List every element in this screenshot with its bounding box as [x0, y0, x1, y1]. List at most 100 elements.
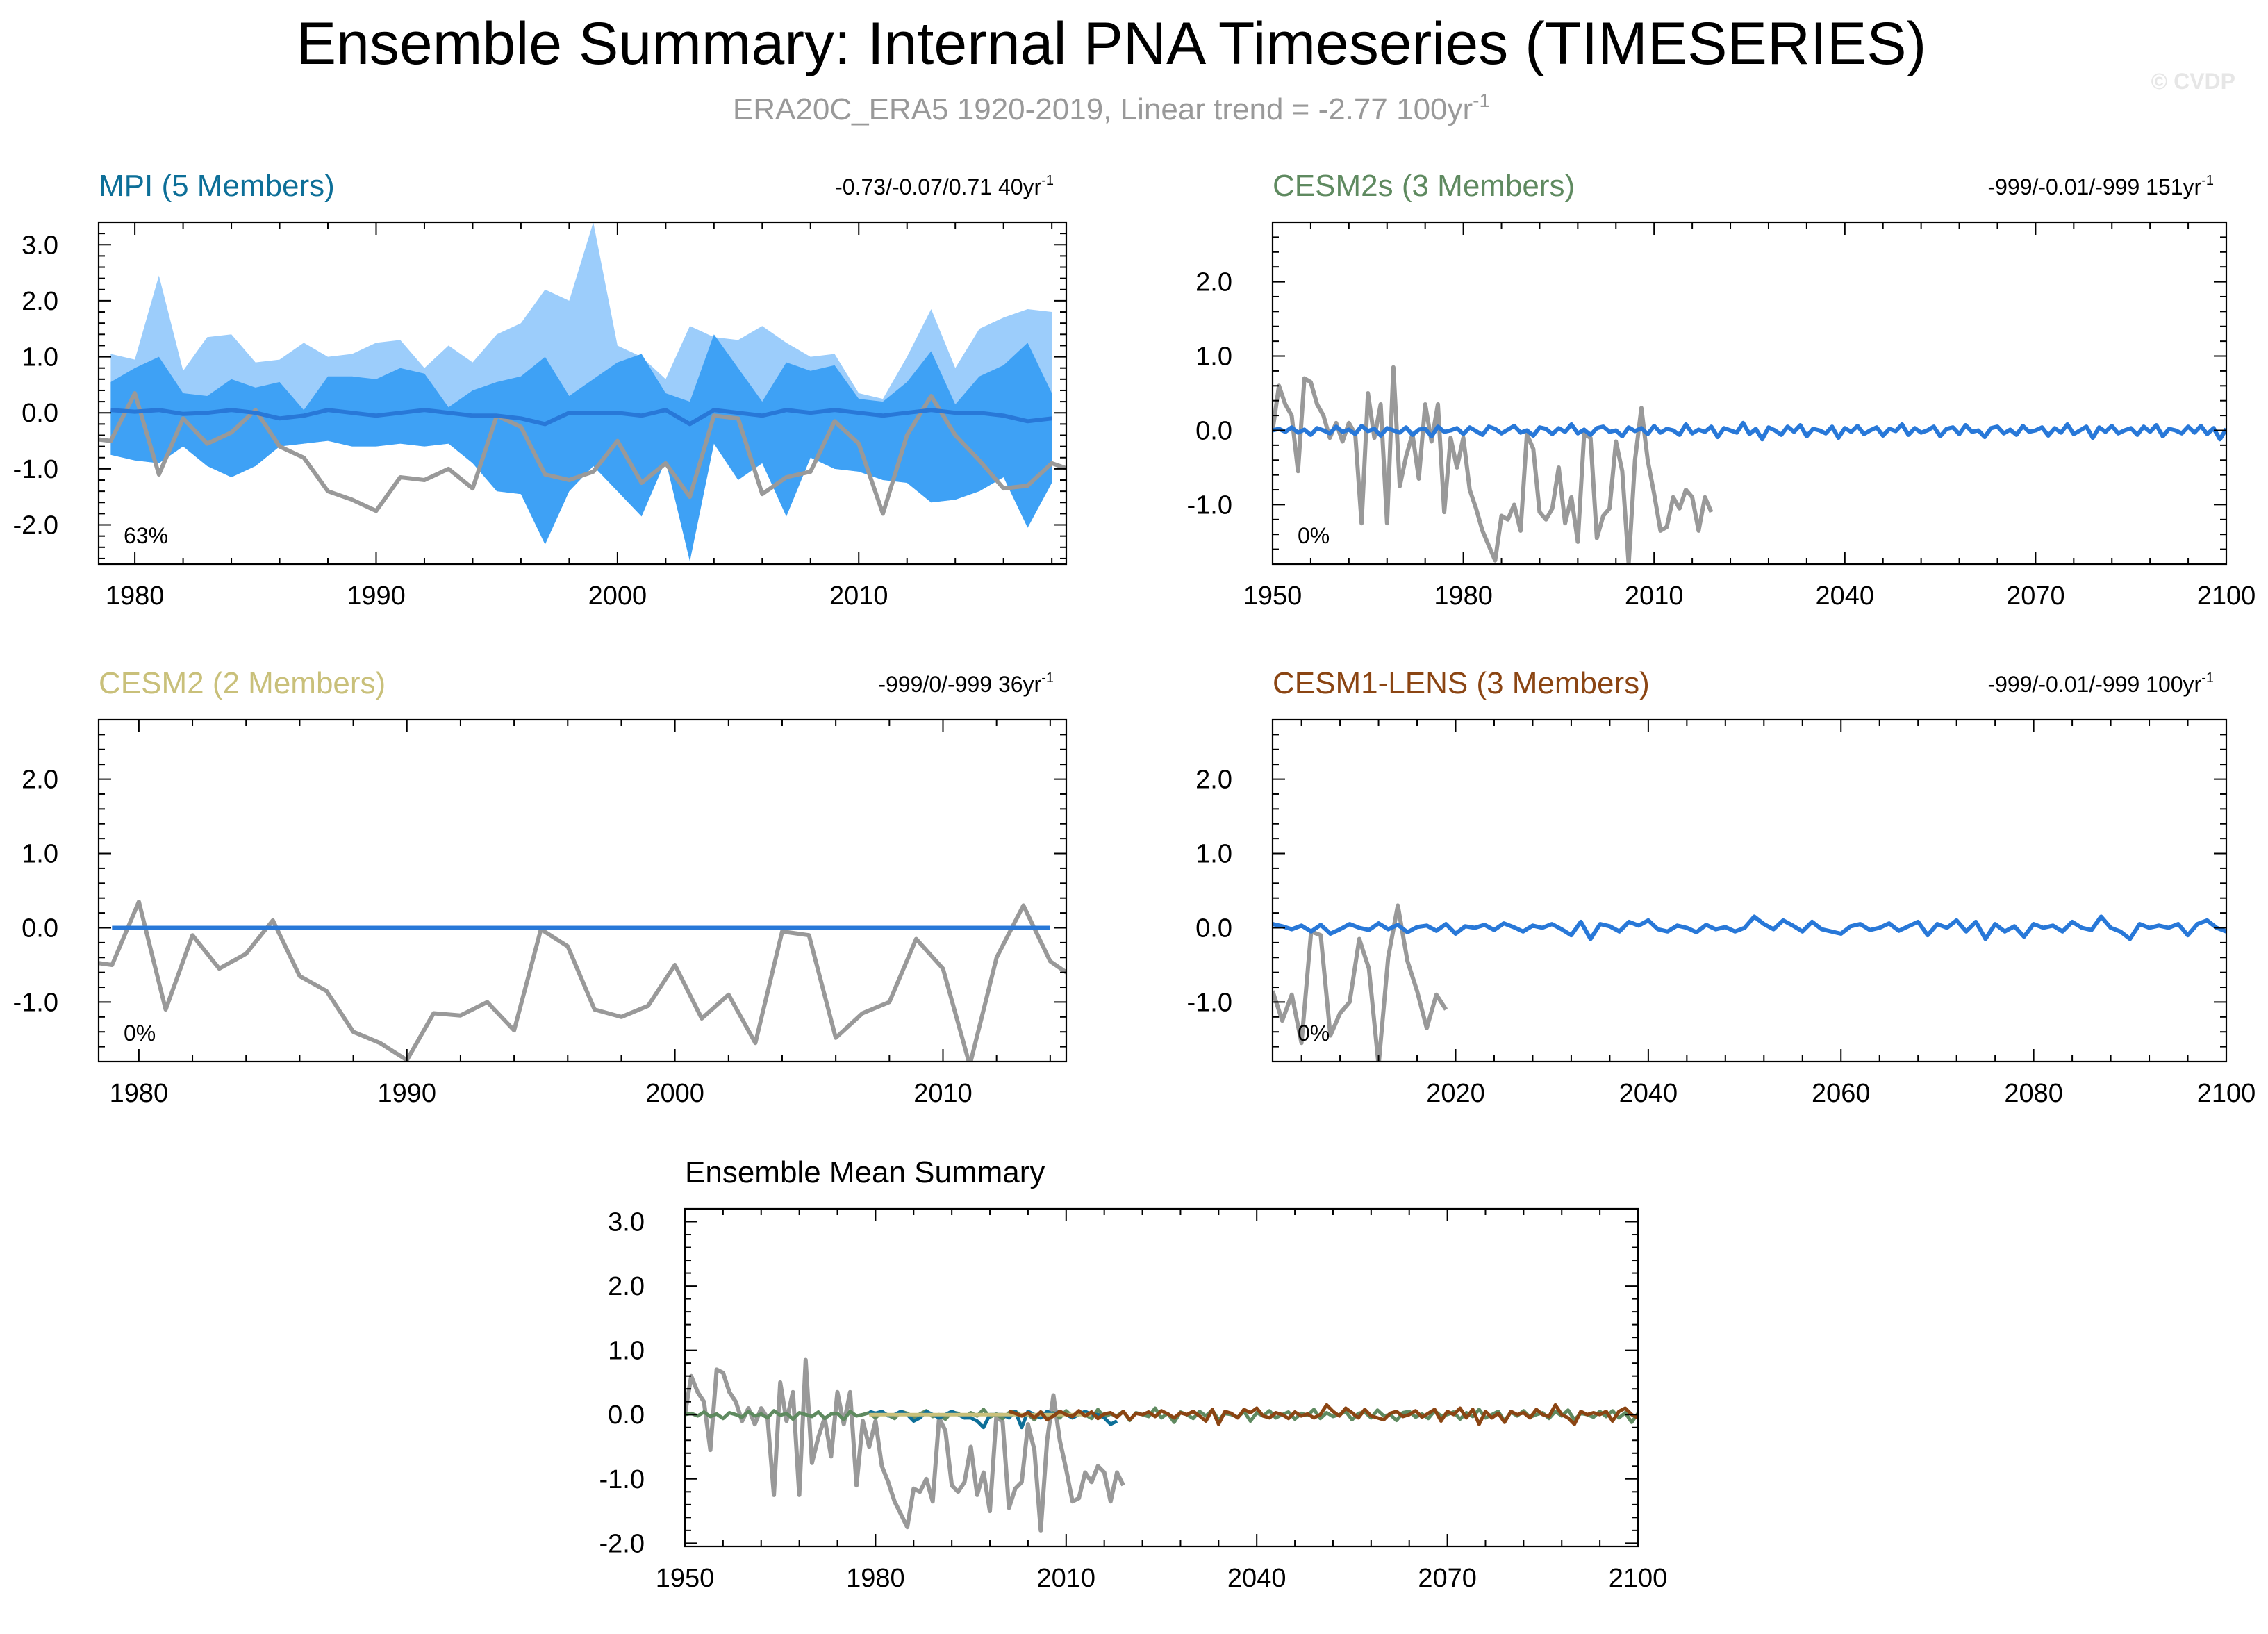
y-tick-label: 3.0	[608, 1208, 645, 1237]
x-tick-label: 2010	[829, 581, 888, 611]
panel-mpi: 1980 1990 2000 2010 3.0 2.0 1.0 0.0 -1.0 -2.0 MPI …	[13, 169, 1068, 611]
plot-frame	[1271, 718, 2228, 1063]
plot-area	[1273, 365, 2226, 564]
y-tick-label: -1.0	[1187, 988, 1232, 1017]
plot-area	[99, 900, 1066, 1062]
y-tick-label: -2.0	[599, 1529, 645, 1558]
y-tick-label: 2.0	[1195, 268, 1232, 297]
plot-frame	[97, 718, 1068, 1063]
x-tick-label: 1990	[377, 1079, 436, 1108]
ensemble-mean-line	[1273, 420, 2226, 442]
plot-frame	[1271, 221, 2228, 566]
trend-label-text: -999/-0.01/-999 100yr	[1987, 672, 2201, 697]
plot-area	[685, 1357, 1638, 1533]
subtitle-superscript: -1	[1473, 90, 1490, 111]
x-tick-label: 2100	[2197, 581, 2256, 611]
plot-frame	[684, 1207, 1639, 1548]
x-tick-label: 2100	[2197, 1079, 2256, 1108]
trend-label-text: -0.73/-0.07/0.71 40yr	[835, 174, 1041, 199]
subtitle-text: ERA20C_ERA5 1920-2019, Linear trend = -2…	[733, 92, 1473, 126]
panel-title: CESM2s (3 Members)	[1273, 169, 1575, 203]
panel-title: Ensemble Mean Summary	[685, 1155, 1045, 1189]
figure-subtitle: ERA20C_ERA5 1920-2019, Linear trend = -2…	[733, 90, 1490, 126]
x-tick-label: 2100	[1609, 1564, 1668, 1593]
panel-title: CESM2 (2 Members)	[99, 666, 386, 700]
series-line-cesm1_lens	[1008, 1403, 1638, 1426]
ensemble-mean-line	[1273, 914, 2226, 941]
plot-frame	[97, 221, 1068, 566]
panel-title: CESM1-LENS (3 Members)	[1273, 666, 1650, 700]
ensemble-mean-line	[110, 408, 1052, 427]
trend-label-superscript: -1	[1041, 670, 1054, 686]
trend-label: -999/0/-999 36yr-1	[878, 670, 1054, 697]
obs-line	[99, 900, 1066, 1062]
x-tick-label: 1950	[656, 1564, 715, 1593]
x-tick-label: 2040	[1619, 1079, 1678, 1108]
trend-label-superscript: -1	[2201, 670, 2214, 686]
x-tick-label: 2080	[2004, 1079, 2063, 1108]
series-line-cesm2s	[685, 1406, 1638, 1424]
x-tick-label: 1980	[846, 1564, 905, 1593]
x-tick-label: 2020	[1426, 1079, 1485, 1108]
figure-title: Ensemble Summary: Internal PNA Timeserie…	[297, 10, 1927, 77]
panel-cesm2s: 1950 1980 2010 2040 2070 2100 2.0 1.0 0.0 -1.0 CES…	[1187, 169, 2256, 611]
obs-line	[1273, 365, 1714, 564]
watermark: © CVDP	[2151, 69, 2235, 94]
x-tick-label: 2010	[1625, 581, 1684, 611]
x-tick-label: 2000	[588, 581, 647, 611]
x-tick-label: 1980	[1434, 581, 1493, 611]
percent-label: 0%	[1298, 1021, 1330, 1046]
y-tick-label: 0.0	[1195, 416, 1232, 445]
x-tick-label: 1950	[1243, 581, 1302, 611]
y-tick-label: 2.0	[1195, 766, 1232, 795]
plot-area	[99, 222, 1066, 561]
y-tick-label: 1.0	[22, 343, 58, 372]
panel-cesm1-lens: 2020 2040 2060 2080 2100 2.0 1.0 0.0 -1.0 CESM1-L…	[1187, 666, 2256, 1108]
x-tick-label: 2000	[645, 1079, 704, 1108]
y-tick-label: 1.0	[1195, 840, 1232, 869]
x-tick-label: 2070	[2006, 581, 2065, 611]
percent-label: 0%	[1298, 523, 1330, 548]
trend-label-superscript: -1	[1041, 173, 1054, 188]
y-tick-label: 0.0	[1195, 914, 1232, 943]
y-tick-label: 1.0	[608, 1337, 645, 1366]
trend-label-text: -999/-0.01/-999 151yr	[1987, 174, 2201, 199]
y-tick-label: 1.0	[1195, 343, 1232, 372]
x-tick-label: 2070	[1418, 1564, 1477, 1593]
x-tick-label: 2010	[1037, 1564, 1096, 1593]
trend-label: -999/-0.01/-999 151yr-1	[1987, 173, 2214, 199]
y-tick-label: -1.0	[13, 988, 58, 1017]
x-tick-label: 1980	[106, 581, 165, 611]
y-tick-label: 1.0	[22, 840, 58, 869]
y-tick-label: -1.0	[599, 1465, 645, 1494]
plot-area	[1273, 903, 2226, 1062]
y-tick-label: 0.0	[22, 914, 58, 943]
y-tick-label: 2.0	[22, 766, 58, 795]
obs-line	[685, 1357, 1125, 1533]
spread-interquartile	[110, 334, 1052, 561]
trend-label: -0.73/-0.07/0.71 40yr-1	[835, 173, 1054, 199]
x-tick-label: 1980	[110, 1079, 169, 1108]
trend-label-superscript: -1	[2201, 173, 2214, 188]
y-tick-label: -1.0	[1187, 490, 1232, 520]
trend-label-text: -999/0/-999 36yr	[878, 672, 1041, 697]
percent-label: 0%	[124, 1021, 156, 1046]
panel-title: MPI (5 Members)	[99, 169, 335, 203]
x-tick-label: 1990	[347, 581, 406, 611]
x-tick-label: 2060	[1812, 1079, 1871, 1108]
y-tick-label: 0.0	[22, 399, 58, 428]
x-tick-label: 2040	[1816, 581, 1875, 611]
x-tick-label: 2010	[913, 1079, 972, 1108]
y-tick-label: 2.0	[22, 287, 58, 316]
percent-label: 63%	[124, 523, 168, 548]
trend-label: -999/-0.01/-999 100yr-1	[1987, 670, 2214, 697]
y-tick-label: 0.0	[608, 1401, 645, 1430]
y-tick-label: -2.0	[13, 511, 58, 540]
y-tick-label: 2.0	[608, 1272, 645, 1301]
y-tick-label: -1.0	[13, 455, 58, 484]
obs-line	[1273, 903, 1448, 1062]
y-tick-label: 3.0	[22, 231, 58, 260]
panel-cesm2: 1980 1990 2000 2010 2.0 1.0 0.0 -1.0 CESM2 (2 Me…	[13, 666, 1068, 1108]
x-tick-label: 2040	[1227, 1564, 1286, 1593]
